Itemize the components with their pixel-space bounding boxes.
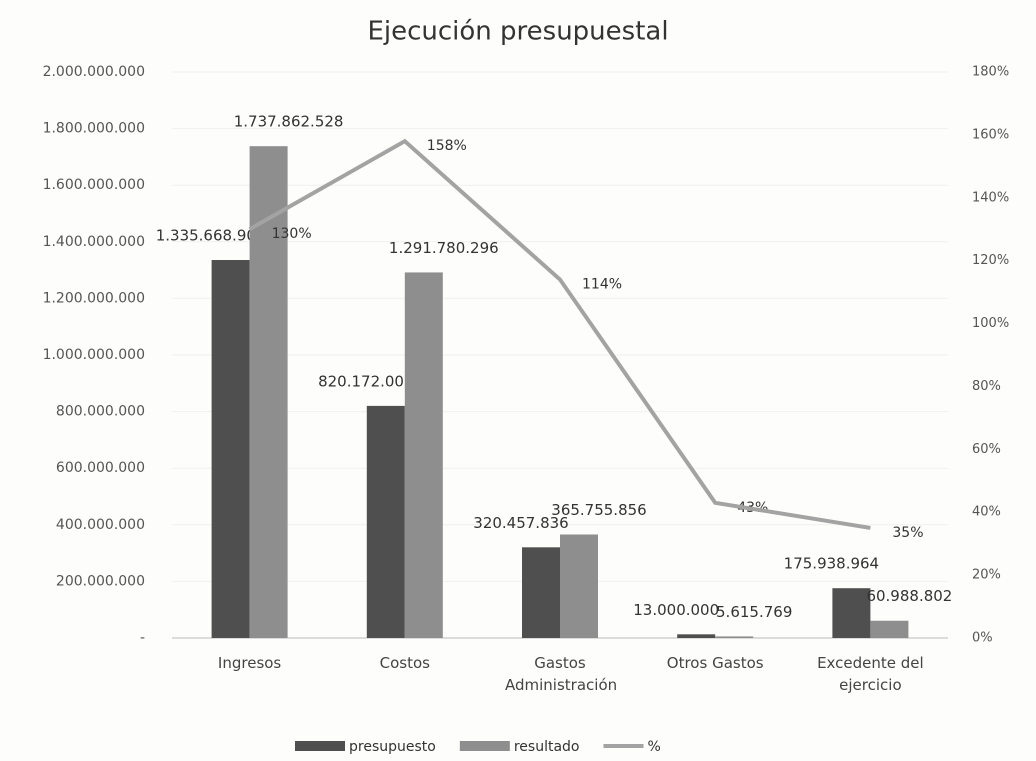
y2-tick-label: 0%: [972, 631, 993, 646]
bar: [211, 260, 250, 638]
chart-title: Ejecución presupuestal: [367, 17, 668, 47]
y-tick-label: 1.600.000.000: [43, 177, 145, 193]
y-tick-label: 1.800.000.000: [43, 121, 145, 137]
y2-tick-label: 140%: [972, 190, 1009, 205]
bar-label: 1.737.862.528: [234, 113, 344, 131]
line-label: 35%: [892, 525, 923, 541]
bar-label: 175.938.964: [784, 555, 879, 573]
y-tick-label: 800.000.000: [56, 404, 145, 420]
bar: [560, 534, 598, 638]
legend-label: %: [647, 739, 660, 755]
y2-tick-label: 100%: [972, 316, 1009, 331]
x-tick-label: Ingresos: [217, 654, 282, 672]
bar: [715, 636, 754, 638]
y-tick-label: 1.400.000.000: [43, 234, 145, 250]
bar-label: 1.291.780.296: [389, 239, 499, 257]
bar: [404, 272, 443, 638]
y2-tick-label: 20%: [972, 568, 1001, 583]
y2-tick-label: 160%: [972, 127, 1009, 142]
line-label: 114%: [582, 277, 622, 293]
y-tick-label: 200.000.000: [56, 573, 145, 589]
legend-swatch: [459, 741, 510, 751]
line-label: 158%: [427, 138, 467, 154]
bar-label: 13.000.000: [633, 601, 719, 619]
y2-tick-label: 60%: [972, 442, 1001, 457]
y-tick-label: 400.000.000: [56, 517, 145, 533]
y2-tick-label: 80%: [972, 379, 1001, 394]
bar: [870, 620, 909, 638]
bar: [366, 405, 405, 638]
bar-label: 60.988.802: [866, 587, 952, 605]
bar-label: 320.457.836: [473, 514, 568, 532]
y2-tick-label: 40%: [972, 505, 1001, 520]
x-tick-label: Excedente del ejercicio: [817, 654, 924, 694]
x-tick-label: Costos: [379, 654, 430, 672]
legend-label: presupuesto: [349, 739, 436, 755]
legend-swatch: [295, 741, 345, 751]
bar: [249, 146, 288, 638]
x-tick-label: Gastos Administración: [505, 654, 618, 694]
line-label: 130%: [272, 226, 312, 242]
bar-label: 365.755.856: [551, 501, 646, 519]
bar: [832, 588, 871, 638]
y-tick-label: 1.200.000.000: [43, 290, 145, 306]
bar-label: 820.172.000: [318, 372, 413, 390]
bar: [677, 634, 716, 638]
legend-label: resultado: [514, 739, 580, 755]
bar: [522, 547, 560, 638]
y-tick-label: 1.000.000.000: [43, 347, 145, 363]
bar-label: 1.335.668.900: [156, 227, 266, 245]
y-tick-label: -: [140, 630, 145, 646]
y2-tick-label: 180%: [972, 65, 1009, 80]
x-tick-label: Otros Gastos: [666, 654, 764, 672]
y-tick-label: 600.000.000: [56, 460, 145, 476]
y2-tick-label: 120%: [972, 253, 1009, 268]
y-tick-label: 2.000.000.000: [43, 64, 145, 80]
bar-label: 5.615.769: [716, 603, 792, 621]
line: [248, 138, 871, 530]
